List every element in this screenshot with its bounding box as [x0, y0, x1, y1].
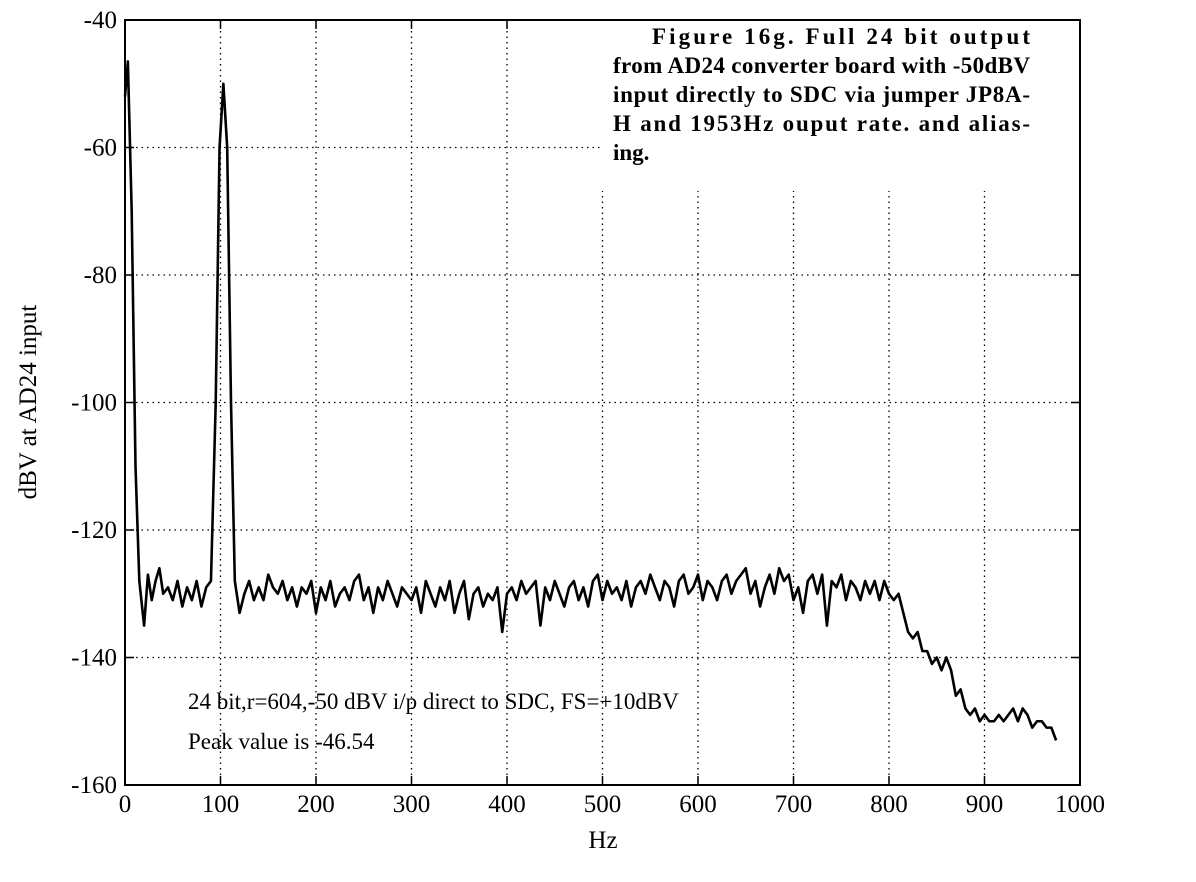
plot-frame	[124, 19, 1081, 786]
x-tick-label: 600	[679, 791, 717, 818]
x-tick-label: 0	[119, 791, 132, 818]
x-tick-label: 200	[297, 791, 335, 818]
caption-line: input directly to SDC via jumper JP8A-	[613, 82, 1030, 107]
caption-line: H and 1953Hz ouput rate. and alias-	[613, 111, 1030, 136]
annotation: 24 bit,r=604,-50 dBV i/p direct to SDC, …	[188, 689, 679, 714]
caption-line: ing.	[613, 140, 649, 165]
y-tick-label: -100	[71, 390, 117, 417]
y-tick-label: -60	[84, 135, 117, 162]
x-tick-label: 800	[870, 791, 908, 818]
x-tick-label: 900	[966, 791, 1004, 818]
x-tick-label: 100	[202, 791, 240, 818]
caption-line: Figure 16g. Full 24 bit output	[652, 24, 1030, 49]
annotation: Peak value is -46.54	[188, 729, 375, 754]
caption-line: from AD24 converter board with -50dBV	[613, 53, 1030, 78]
caption-background	[600, 21, 1079, 191]
y-tick-label: -120	[71, 517, 117, 544]
x-axis-label: Hz	[588, 827, 617, 854]
y-axis-label: dBV at AD24 input	[15, 305, 42, 500]
y-tick-label: -80	[84, 262, 117, 289]
y-tick-label: -160	[71, 772, 117, 799]
x-tick-label: 300	[393, 791, 431, 818]
data-line	[123, 60, 1058, 741]
y-tick-label: -140	[71, 645, 117, 672]
x-tick-label: 400	[488, 791, 526, 818]
x-tick-label: 700	[775, 791, 813, 818]
x-tick-label: 500	[584, 791, 622, 818]
x-tick-label: 1000	[1055, 791, 1105, 818]
y-tick-label: -40	[84, 7, 117, 34]
